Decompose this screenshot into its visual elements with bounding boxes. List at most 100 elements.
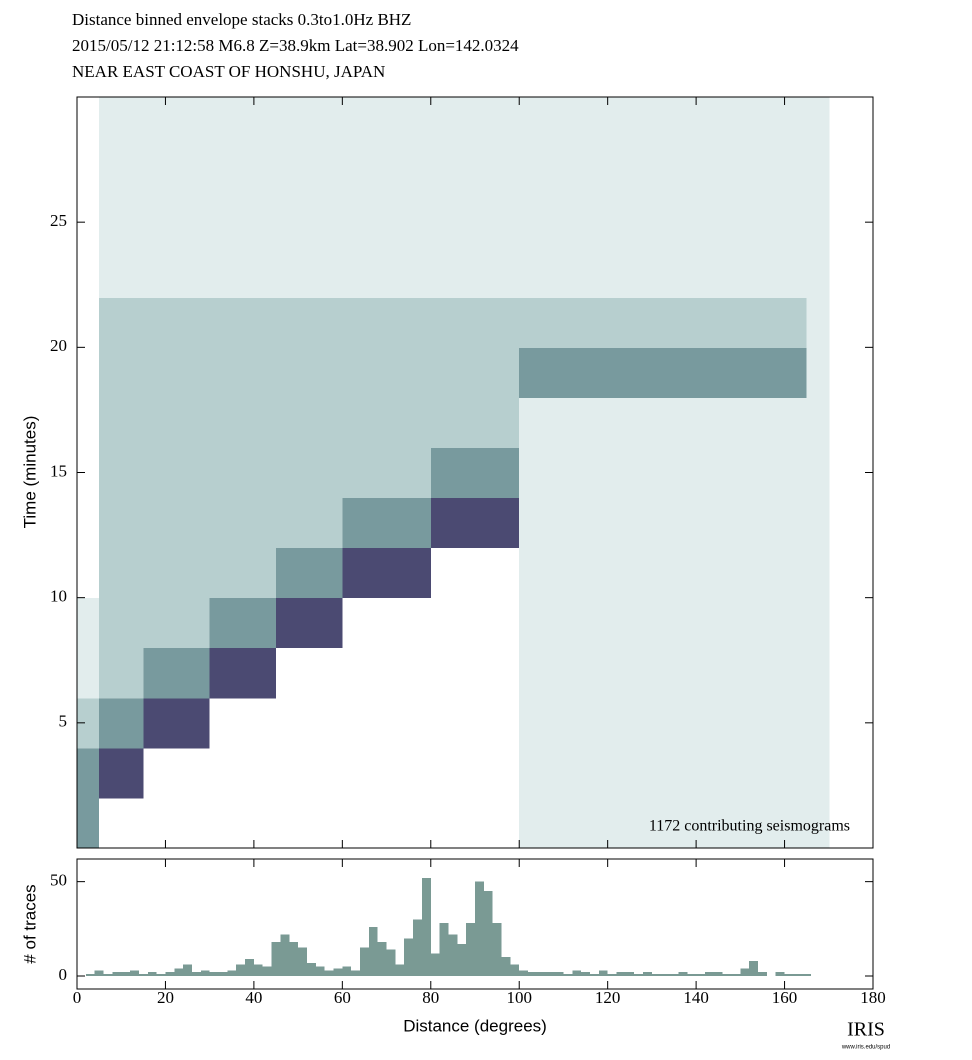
heat-cell [762, 147, 786, 198]
heat-cell [762, 597, 786, 649]
heat-cell [497, 397, 520, 448]
heat-cell [674, 347, 697, 398]
hist-bar [289, 942, 299, 976]
heat-cell [475, 397, 498, 448]
heat-cell [762, 347, 786, 398]
heat-cell [607, 697, 631, 749]
hist-bar [218, 972, 228, 976]
heat-cell [342, 297, 365, 348]
heat-cell [408, 447, 432, 499]
hist-bar [253, 964, 263, 976]
heat-cell [629, 97, 653, 148]
hist-bar [554, 972, 564, 976]
heat-cell [320, 447, 343, 499]
heat-cell [740, 597, 763, 649]
heat-cell [342, 347, 365, 398]
heat-cell [187, 447, 211, 499]
heat-cell [519, 747, 542, 799]
heat-cell [563, 347, 587, 398]
heat-cell [541, 747, 564, 799]
hist-bar [678, 972, 688, 976]
heat-cell [674, 397, 697, 448]
heat-cell [541, 397, 564, 448]
heat-cell [77, 447, 100, 499]
heat-cell [386, 597, 410, 649]
heat-cell [121, 747, 144, 799]
heat-cell [497, 797, 520, 849]
heat-cell [99, 797, 122, 849]
heat-cell [541, 247, 564, 298]
heat-cell [806, 547, 830, 599]
heat-cell [585, 147, 609, 198]
heat-cell [165, 597, 189, 649]
hist-bar [625, 972, 635, 976]
heat-cell [563, 147, 587, 198]
hist-bar [191, 972, 201, 976]
heat-cell [563, 397, 587, 448]
heat-cell [231, 797, 255, 849]
heat-cell [121, 797, 144, 849]
heat-cell [696, 697, 719, 749]
heat-cell [143, 597, 166, 649]
heat-cell [320, 697, 343, 749]
heat-cell [784, 747, 808, 799]
heat-cell [298, 447, 321, 499]
heat-cell [143, 547, 166, 599]
heat-cell [674, 597, 697, 649]
heat-cell [99, 697, 122, 749]
heat-cell [209, 297, 233, 348]
heat-cell [143, 97, 166, 148]
heat-cell [497, 647, 520, 699]
heat-cell [231, 397, 255, 448]
heat-cell [408, 497, 432, 549]
heat-cell [541, 497, 564, 549]
hist-bar [156, 974, 166, 976]
heat-cell [519, 397, 542, 448]
heat-cell [342, 647, 365, 699]
heat-cell [475, 447, 498, 499]
heat-cell [718, 197, 741, 248]
hist-bar [793, 974, 803, 976]
heat-cell [165, 797, 189, 849]
heat-cell [386, 147, 410, 198]
heat-cell [276, 547, 299, 599]
heat-cell [408, 397, 432, 448]
heat-cell [209, 497, 233, 549]
heat-cell [276, 147, 299, 198]
heat-cell [143, 397, 166, 448]
y-tick-label: 5 [59, 712, 68, 731]
heat-cell [607, 597, 631, 649]
heat-cell [475, 697, 498, 749]
heat-cell [519, 247, 542, 298]
heat-cell [276, 247, 299, 298]
heat-cell [187, 197, 211, 248]
hist-bar [324, 970, 334, 976]
heat-cell [762, 197, 786, 248]
heat-cell [519, 797, 542, 849]
heat-cell [364, 297, 388, 348]
heat-cell [740, 747, 763, 799]
heat-cell [77, 347, 100, 398]
heat-cell [651, 547, 675, 599]
heat-cell [740, 647, 763, 699]
heat-cell [386, 197, 410, 248]
heat-cell [674, 447, 697, 499]
heat-cell [718, 397, 741, 448]
heat-cell [143, 297, 166, 348]
heat-cell [253, 647, 277, 699]
logo-url: www.iris.edu/spud [841, 1045, 890, 1051]
heat-cell [497, 747, 520, 799]
heat-cell [342, 447, 365, 499]
y-tick-label: 0 [59, 965, 68, 984]
heat-cell [475, 197, 498, 248]
heat-cell [364, 347, 388, 398]
heat-cell [452, 97, 476, 148]
heat-cell [143, 447, 166, 499]
heat-cell [430, 97, 454, 148]
heat-cell [99, 197, 122, 248]
heat-cell [696, 247, 719, 298]
heat-cell [651, 197, 675, 248]
hist-bar [430, 953, 440, 976]
heat-cell [718, 797, 741, 849]
